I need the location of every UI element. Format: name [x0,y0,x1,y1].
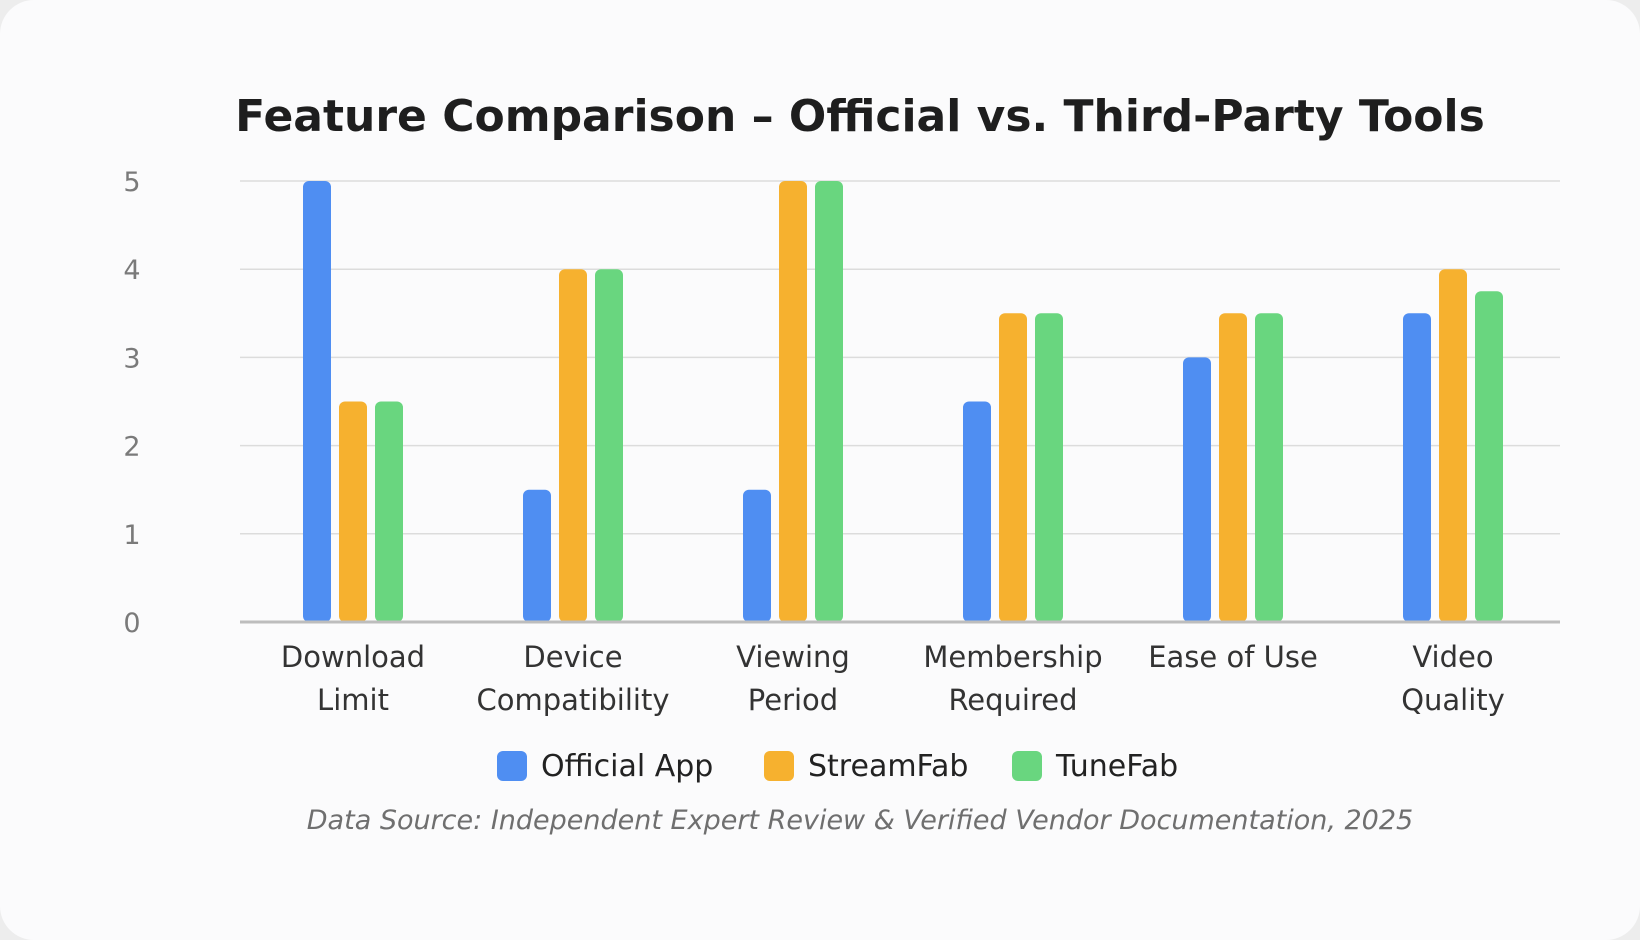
bar-official-app-5 [1403,313,1431,622]
bar-tunefab-3 [1035,313,1063,622]
bar-streamfab-0 [339,401,367,622]
bar-tunefab-2 [815,181,843,622]
bar-streamfab-3 [999,313,1027,622]
bar-official-app-1 [523,489,551,622]
x-axis-labels: Download Limit Device Compatibility Viewing P… [281,640,1505,717]
y-tick-label: 4 [123,255,140,286]
bars [303,181,1503,622]
bar-streamfab-1 [559,269,587,622]
bar-official-app-0 [303,181,331,622]
legend: Official App StreamFab TuneFab [497,749,1178,784]
legend-swatch [497,751,527,781]
x-tick-label: Ease of Use [1148,640,1318,674]
legend-swatch [1012,751,1042,781]
bar-official-app-2 [743,489,771,622]
x-tick-label: Device Compatibility [477,640,670,717]
y-tick-label: 2 [123,432,140,463]
legend-item: Official App [497,749,713,784]
chart-title: Feature Comparison – Official vs. Third-… [235,91,1485,142]
legend-item: StreamFab [764,749,968,784]
legend-item: TuneFab [1012,749,1178,784]
grid [240,180,1560,535]
y-tick-label: 0 [123,608,140,639]
y-axis-ticks: 0 1 2 3 4 5 [123,167,140,639]
bar-tunefab-0 [375,401,403,622]
bar-streamfab-5 [1439,269,1467,622]
bar-streamfab-2 [779,181,807,622]
bar-official-app-4 [1183,357,1211,622]
bar-official-app-3 [963,401,991,622]
bar-tunefab-1 [595,269,623,622]
bar-tunefab-5 [1475,291,1503,622]
legend-label: StreamFab [808,749,968,784]
y-tick-label: 1 [123,520,140,551]
x-tick-label: Video Quality [1401,640,1505,717]
bar-streamfab-4 [1219,313,1247,622]
legend-swatch [764,751,794,781]
x-tick-label: Download Limit [281,640,425,717]
y-tick-label: 3 [123,343,140,374]
bar-tunefab-4 [1255,313,1283,622]
y-tick-label: 5 [123,167,140,198]
legend-label: Official App [541,749,713,784]
x-tick-label: Viewing Period [736,640,850,717]
legend-label: TuneFab [1055,749,1178,784]
x-tick-label: Membership Required [923,640,1102,717]
data-source-note: Data Source: Independent Expert Review &… [307,805,1413,836]
